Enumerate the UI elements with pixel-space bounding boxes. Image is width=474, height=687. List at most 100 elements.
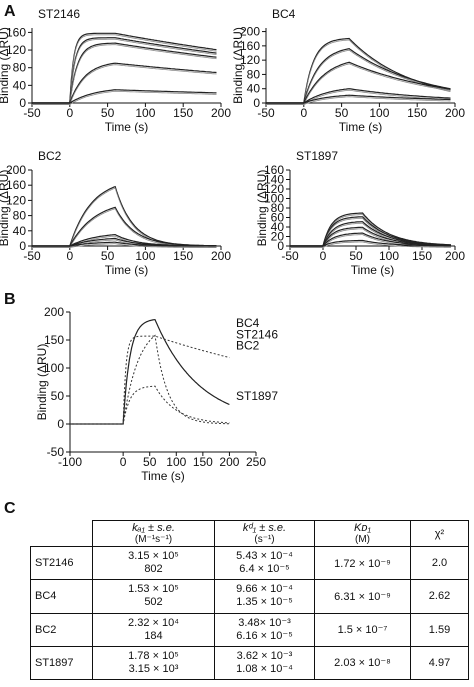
y-axis-label: Binding (ΔRU)	[0, 170, 11, 247]
x-tick-label: 250	[246, 455, 266, 469]
series-line-2	[70, 334, 230, 425]
y-tick-label: 40	[13, 224, 27, 238]
series-line-4	[32, 241, 217, 247]
chart-title: BC4	[272, 7, 296, 21]
cell-ka: 3.15 × 10⁵ 802	[92, 545, 215, 581]
row-name: BC4	[30, 579, 93, 614]
cell-KD: 2.03 × 10⁻⁸	[314, 645, 411, 681]
x-tick-label: 100	[135, 249, 155, 263]
cell-chi2: 1.59	[410, 612, 469, 647]
header-corner	[30, 520, 93, 547]
header-KD: Kᴅ₁ (M)	[314, 520, 411, 547]
y-tick-label: 40	[13, 78, 27, 92]
x-tick-label: -50	[23, 106, 41, 120]
series-line-4	[266, 94, 451, 104]
row-name: BC2	[30, 612, 93, 647]
series-label: ST2146	[236, 327, 278, 341]
y-axis-label: Binding (ΔRU)	[0, 27, 11, 104]
fit-line-4	[32, 243, 217, 248]
x-tick-label: 150	[407, 106, 427, 120]
y-tick-label: 120	[264, 182, 284, 196]
y-tick-label: 120	[6, 193, 26, 207]
y-tick-label: 0	[277, 239, 284, 253]
x-tick-label: 100	[369, 106, 389, 120]
x-tick-label: -50	[281, 249, 299, 263]
x-tick-label: 0	[320, 249, 327, 263]
x-axis-label: Time (s)	[351, 263, 395, 277]
x-tick-label: 50	[335, 106, 349, 120]
x-tick-label: 100	[379, 249, 399, 263]
y-tick-label: 0	[19, 239, 26, 253]
cell-KD: 1.5 × 10⁻⁷	[314, 612, 411, 647]
cell-kd: 3.62 × 10⁻³ 1.08 × 10⁻⁴	[214, 645, 315, 681]
y-tick-label: 120	[240, 53, 260, 67]
y-tick-label: 150	[44, 333, 64, 347]
x-tick-label: 100	[166, 455, 186, 469]
y-tick-label: 80	[13, 61, 27, 75]
cell-kd: 5.43 × 10⁻⁴ 6.4 × 10⁻⁵	[214, 545, 315, 581]
y-tick-label: 160	[240, 39, 260, 53]
y-axis-label: Binding (ΔRU)	[231, 27, 245, 104]
x-tick-label: 0	[66, 106, 73, 120]
y-tick-label: 0	[19, 96, 26, 110]
x-tick-label: 0	[120, 455, 127, 469]
header-kd: kᵈ₁ ± s.e. (s⁻¹)	[214, 520, 315, 547]
x-tick-label: 50	[101, 106, 115, 120]
series-label: BC4	[236, 316, 260, 330]
series-line-1	[266, 48, 451, 104]
cell-chi2: 2.0	[410, 545, 469, 581]
panel-letter-a: A	[4, 3, 16, 20]
x-tick-label: -50	[257, 106, 275, 120]
x-tick-label: 50	[101, 249, 115, 263]
x-axis-label: Time (s)	[141, 469, 185, 483]
x-tick-label: -50	[23, 249, 41, 263]
header-ka: kₐ₁ ± s.e. (M⁻¹s⁻¹)	[92, 520, 215, 547]
y-tick-label: 120	[6, 43, 26, 57]
fit-line-4	[32, 90, 217, 105]
x-axis-label: Time (s)	[339, 120, 383, 134]
y-tick-label: 20	[271, 230, 285, 244]
y-tick-label: 200	[44, 305, 64, 319]
series-line-3	[70, 385, 230, 425]
x-axis-label: Time (s)	[105, 120, 149, 134]
chart-title: ST1897	[296, 149, 338, 163]
x-tick-label: 100	[135, 106, 155, 120]
y-tick-label: 50	[51, 389, 65, 403]
x-tick-label: 50	[349, 249, 363, 263]
table-row: BC2 2.32 × 10⁴ 184 3.48× 10⁻³ 6.16 × 10⁻⁵ …	[30, 612, 469, 647]
chart-title: ST2146	[38, 7, 80, 21]
x-tick-label: 50	[143, 455, 157, 469]
y-tick-label: 80	[13, 209, 27, 223]
series-line-0	[266, 37, 451, 104]
y-tick-label: 160	[6, 178, 26, 192]
kinetics-table: kₐ₁ ± s.e. (M⁻¹s⁻¹) kᵈ₁ ± s.e. (s⁻¹) Kᴅ₁ (M…	[30, 520, 469, 681]
x-tick-label: 200	[445, 249, 465, 263]
y-tick-label: 140	[264, 173, 284, 187]
x-tick-label: 150	[173, 249, 193, 263]
cell-KD: 1.72 × 10⁻⁹	[314, 545, 411, 581]
fit-line-0	[266, 39, 451, 105]
x-tick-label: 200	[211, 106, 231, 120]
y-tick-label: 200	[6, 163, 26, 177]
row-name: ST2146	[30, 545, 93, 581]
y-tick-label: 0	[57, 417, 64, 431]
y-axis-label: Binding (ΔRU)	[35, 344, 49, 421]
cell-ka: 1.53 × 10⁵ 502	[92, 579, 215, 614]
series-line-0	[32, 185, 217, 247]
x-tick-label: 0	[66, 249, 73, 263]
chart-title: BC2	[38, 149, 62, 163]
fit-line-4	[266, 96, 451, 105]
chart-3: -50 0 50 100 150 200020406080100120140160Time…	[255, 149, 465, 277]
series-line-3	[32, 62, 217, 104]
y-tick-label: 0	[253, 96, 260, 110]
table-header-row: kₐ₁ ± s.e. (M⁻¹s⁻¹) kᵈ₁ ± s.e. (s⁻¹) Kᴅ₁ (M…	[30, 520, 469, 547]
x-tick-label: 200	[211, 249, 231, 263]
fit-line-1	[32, 208, 217, 248]
panel-letter-c: C	[4, 500, 16, 517]
cell-kd: 3.48× 10⁻³ 6.16 × 10⁻⁵	[214, 612, 315, 647]
table-row: ST1897 1.78 × 10⁵ 3.15 × 10³ 3.62 × 10⁻³ 1…	[30, 645, 469, 681]
x-axis-label: Time (s)	[105, 263, 149, 277]
